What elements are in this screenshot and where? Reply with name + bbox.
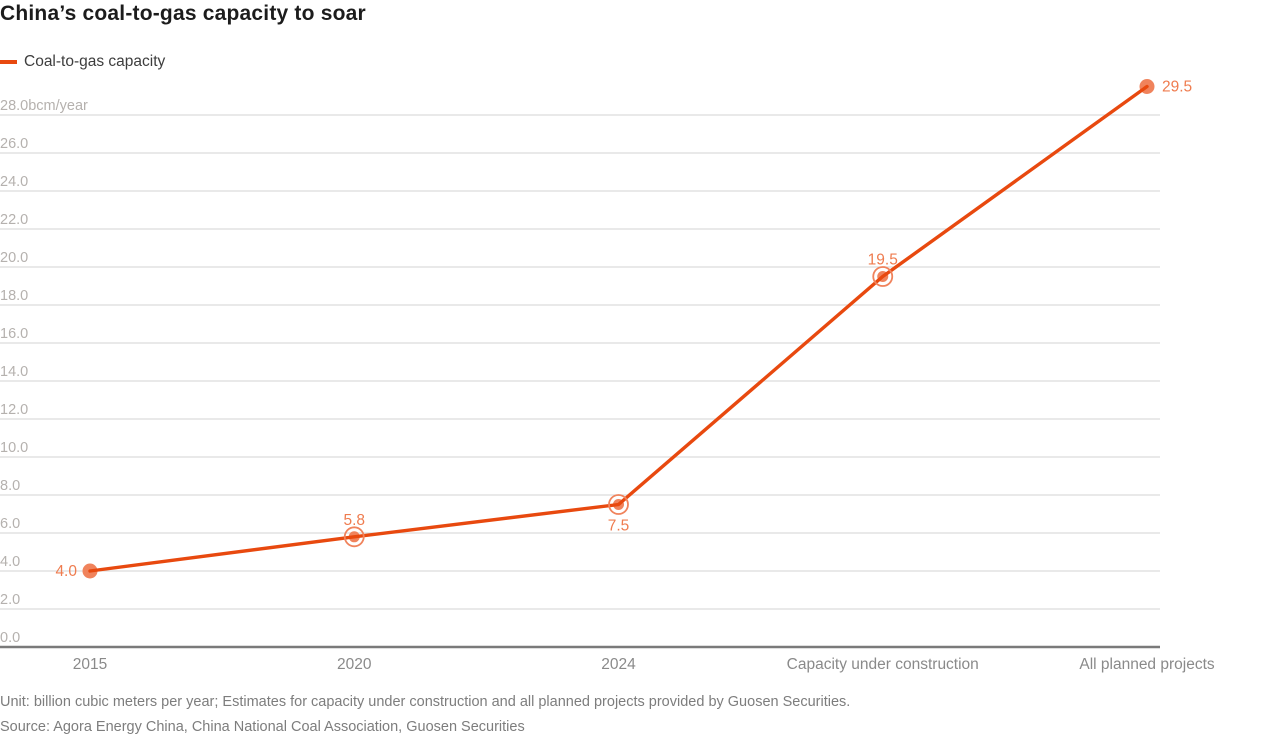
data-point-label: 4.0 [55, 563, 77, 580]
data-point-label: 5.8 [343, 512, 365, 529]
y-tick-label: 14.0 [0, 364, 28, 380]
chart-footer: Unit: billion cubic meters per year; Est… [0, 690, 850, 737]
x-category-label: 2015 [73, 656, 107, 673]
y-tick-label: 10.0 [0, 440, 28, 456]
y-tick-label: 20.0 [0, 250, 28, 266]
data-point-ring [608, 494, 629, 515]
y-tick-label: 24.0 [0, 174, 28, 190]
chart-svg: 0.0 2.0 4.0 6.0 8.0 10.0 12.0 14.0 16.0 18.0 20.0 2… [0, 79, 1215, 673]
y-tick-label: 28.0bcm/year [0, 98, 88, 114]
y-tick-label: 26.0 [0, 136, 28, 152]
y-tick-label: 6.0 [0, 516, 20, 532]
legend-line-swatch [0, 60, 17, 64]
y-tick-label: 18.0 [0, 288, 28, 304]
footnote-source: Source: Agora Energy China, China Nation… [0, 719, 525, 735]
y-tick-label: 16.0 [0, 326, 28, 342]
y-tick-label: 22.0 [0, 212, 28, 228]
series-line [88, 84, 1149, 573]
data-point-label: 7.5 [608, 518, 630, 535]
x-category-label: Capacity under construction [787, 656, 979, 673]
y-tick-label: 0.0 [0, 630, 20, 646]
x-category-label: 2024 [601, 656, 636, 673]
y-tick-label: 4.0 [0, 554, 20, 570]
x-category-label: 2020 [337, 656, 372, 673]
data-point-label: 19.5 [868, 252, 898, 269]
legend: Coal-to-gas capacity [0, 53, 165, 71]
y-tick-label: 2.0 [0, 592, 20, 608]
data-point-label: 29.5 [1162, 79, 1192, 96]
data-point-ring [872, 266, 894, 287]
x-category-label: All planned projects [1079, 656, 1215, 673]
footnote-unit: Unit: billion cubic meters per year; Est… [0, 694, 851, 710]
y-tick-label: 12.0 [0, 402, 28, 418]
data-point-ring [343, 526, 365, 548]
legend-label: Coal-to-gas capacity [24, 53, 166, 70]
chart-title: China’s coal-to-gas capacity to soar [0, 2, 366, 25]
y-tick-label: 8.0 [0, 478, 20, 494]
